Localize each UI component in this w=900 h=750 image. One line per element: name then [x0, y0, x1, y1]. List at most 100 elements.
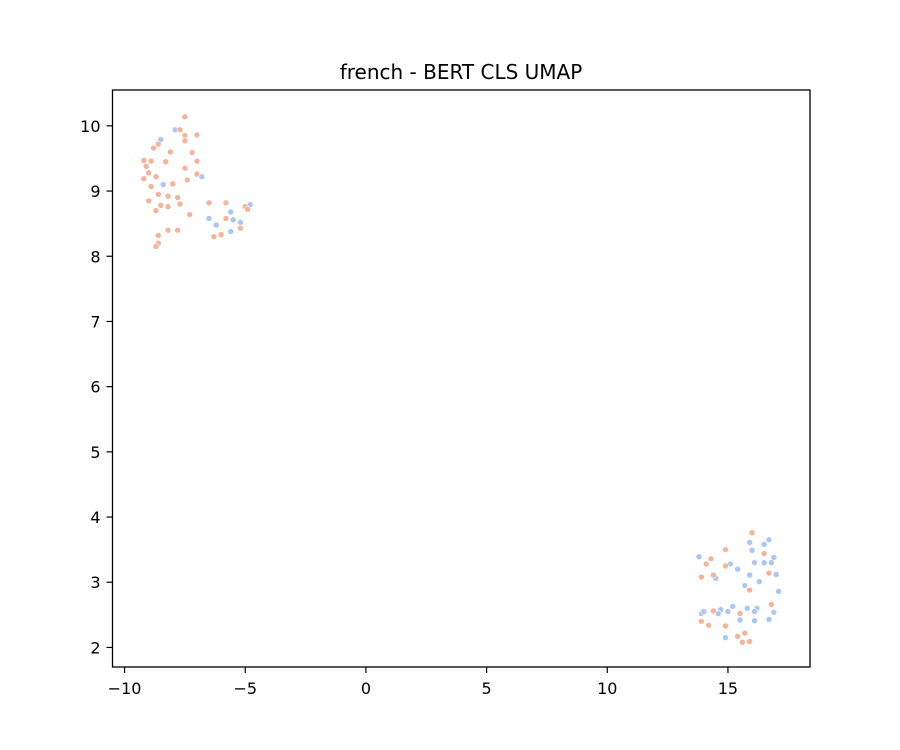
orange-data-point [155, 191, 162, 198]
blue-data-point [772, 571, 780, 578]
orange-data-point [176, 200, 184, 208]
orange-data-point [707, 555, 715, 563]
x-tick-label: 10 [597, 679, 617, 698]
orange-data-point [140, 157, 148, 164]
orange-data-point [736, 610, 744, 617]
orange-data-point [188, 149, 196, 156]
orange-data-point [162, 158, 169, 166]
plot-frame [111, 89, 811, 668]
orange-data-point [152, 207, 160, 214]
chart-title: french - BERT CLS UMAP [340, 60, 583, 84]
orange-data-point [186, 211, 194, 218]
orange-data-point [710, 607, 717, 615]
orange-data-point [222, 199, 230, 207]
orange-data-point [760, 550, 768, 557]
y-tick-label: 2 [90, 638, 100, 657]
orange-data-point [174, 194, 181, 201]
orange-data-point [176, 126, 184, 134]
blue-data-point [159, 181, 167, 188]
orange-data-point [167, 148, 174, 156]
orange-data-point [705, 621, 712, 629]
blue-data-point [770, 608, 778, 616]
orange-data-point [205, 199, 213, 207]
blue-data-point [756, 578, 763, 585]
blue-data-point [768, 559, 775, 566]
blue-data-point [760, 541, 768, 548]
orange-data-point [169, 180, 177, 188]
orange-data-point [722, 546, 729, 553]
orange-data-point [181, 164, 189, 172]
blue-data-point [729, 603, 737, 610]
blue-data-point [700, 608, 708, 615]
orange-data-point [739, 638, 746, 646]
blue-data-point [760, 559, 768, 566]
x-tick-label: 0 [361, 679, 371, 698]
blue-data-point [741, 582, 749, 589]
blue-data-point [751, 608, 758, 615]
blue-data-point [746, 571, 753, 579]
orange-data-point [140, 175, 148, 182]
x-tick-label: −10 [108, 679, 142, 698]
y-tick-label: 4 [90, 508, 100, 527]
x-axis: −10 −5 0 5 10 15 [108, 667, 738, 698]
orange-data-point [142, 162, 150, 170]
x-tick-label: 15 [718, 679, 738, 698]
y-tick-label: 9 [90, 182, 100, 201]
orange-data-point [768, 601, 775, 608]
x-tick-label: 5 [481, 679, 491, 698]
orange-data-point [244, 206, 251, 213]
blue-data-point [227, 228, 235, 235]
orange-data-point [746, 586, 753, 594]
orange-data-point [152, 173, 160, 181]
orange-data-point [210, 233, 218, 240]
y-tick-label: 8 [90, 247, 100, 266]
blue-data-point [765, 536, 773, 544]
orange-data-point [222, 215, 230, 222]
orange-data-point [741, 629, 749, 637]
orange-data-point [164, 226, 172, 234]
orange-data-point [193, 157, 201, 165]
y-tick-label: 5 [90, 443, 100, 462]
blue-data-point [734, 565, 741, 573]
orange-data-point [746, 638, 753, 645]
orange-data-point [217, 231, 225, 239]
orange-data-point [147, 183, 155, 190]
orange-data-point [184, 176, 191, 184]
orange-data-point [164, 192, 172, 200]
y-tick-label: 6 [90, 378, 100, 397]
blue-data-point [765, 616, 773, 623]
blue-data-point [748, 546, 756, 554]
orange-data-point [174, 226, 181, 234]
orange-data-point [193, 170, 201, 178]
orange-data-point [150, 144, 157, 152]
blue-data-point [736, 616, 744, 624]
y-tick-label: 7 [90, 312, 100, 331]
blue-data-point [695, 553, 703, 561]
orange-data-point [181, 113, 189, 121]
scatter-points [140, 113, 782, 646]
orange-data-point [145, 197, 153, 205]
orange-data-point [193, 131, 201, 139]
orange-data-point [702, 560, 710, 568]
orange-data-point [164, 203, 172, 211]
blue-data-point [227, 208, 235, 216]
blue-data-point [751, 559, 758, 566]
x-tick-label: −5 [233, 679, 257, 698]
y-tick-label: 3 [90, 573, 100, 592]
orange-data-point [722, 622, 729, 630]
orange-data-point [698, 573, 705, 581]
orange-data-point [155, 232, 162, 239]
orange-data-point [748, 529, 756, 536]
orange-data-point [722, 562, 729, 570]
blue-data-point [229, 216, 237, 224]
orange-data-point [734, 633, 741, 640]
blue-data-point [212, 221, 220, 229]
blue-data-point [743, 605, 751, 612]
orange-data-point [765, 569, 773, 577]
orange-data-point [157, 202, 165, 209]
orange-data-point [181, 137, 189, 145]
orange-data-point [698, 618, 705, 625]
blue-data-point [746, 539, 753, 546]
orange-data-point [152, 243, 160, 250]
